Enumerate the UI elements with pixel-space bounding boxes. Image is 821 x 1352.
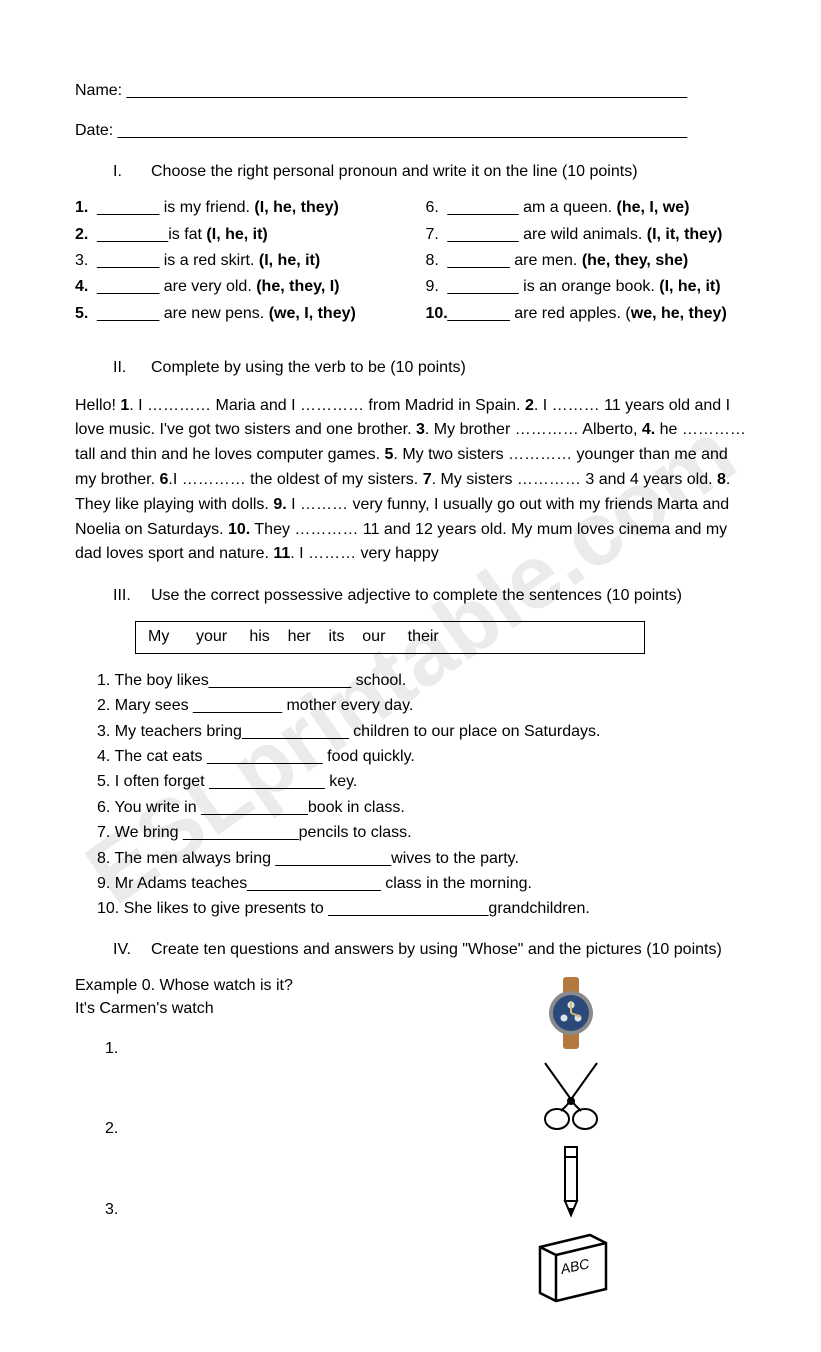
adjective-item: 9. Mr Adams teaches_______________ class… bbox=[97, 873, 746, 895]
answer-number: 2. bbox=[105, 1118, 746, 1140]
section-3-number: III. bbox=[113, 585, 151, 607]
question-number: 1. bbox=[75, 197, 97, 219]
question-options: (he, I, we) bbox=[617, 199, 690, 216]
adjective-item: 5. I often forget _____________ key. bbox=[97, 771, 746, 793]
question-line: 7.________ are wild animals. (I, it, the… bbox=[426, 224, 747, 246]
question-options: (he, they, she) bbox=[582, 252, 688, 269]
page-content: Name: __________________________________… bbox=[75, 80, 746, 1221]
adjective-box: My your his her its our their bbox=[135, 621, 645, 653]
section-4-heading: IV.Create ten questions and answers by u… bbox=[113, 939, 746, 961]
question-text: _______ are men. bbox=[448, 252, 582, 269]
blank-number: 1 bbox=[120, 397, 129, 414]
answer-number: 3. bbox=[105, 1199, 746, 1221]
question-text: _______ is a red skirt. bbox=[97, 252, 259, 269]
question-options: (I, he, it) bbox=[259, 252, 320, 269]
paragraph-text: . I ………… Maria and I ………… from Madrid in… bbox=[129, 397, 525, 414]
section-3-heading: III.Use the correct possessive adjective… bbox=[113, 585, 746, 607]
section-1-right-col: 6.________ am a queen. (he, I, we)7.____… bbox=[426, 197, 747, 329]
section-4-number: IV. bbox=[113, 939, 151, 961]
name-field: Name: __________________________________… bbox=[75, 80, 746, 102]
question-number: 6. bbox=[426, 197, 448, 219]
question-line: 3._______ is a red skirt. (I, he, it) bbox=[75, 250, 396, 272]
adjective-item: 2. Mary sees __________ mother every day… bbox=[97, 695, 746, 717]
question-options: (I, he, it) bbox=[659, 278, 720, 295]
adjective-item: 3. My teachers bring____________ childre… bbox=[97, 721, 746, 743]
question-line: 10._______ are red apples. (we, he, they… bbox=[426, 303, 747, 325]
blank-number: 11 bbox=[273, 545, 290, 562]
blank-number: 9. bbox=[273, 496, 286, 513]
question-number: 9. bbox=[426, 276, 448, 298]
question-options: (I, he, it) bbox=[206, 226, 267, 243]
question-text: _______ is my friend. bbox=[97, 199, 254, 216]
question-options: (I, it, they) bbox=[647, 226, 723, 243]
blank-number: 3 bbox=[416, 421, 425, 438]
paragraph-text: Hello! bbox=[75, 397, 120, 414]
section-1-left-col: 1._______ is my friend. (I, he, they)2._… bbox=[75, 197, 396, 329]
question-text: ________ are wild animals. bbox=[448, 226, 647, 243]
section-1-questions: 1._______ is my friend. (I, he, they)2._… bbox=[75, 197, 746, 329]
question-line: 5._______ are new pens. (we, I, they) bbox=[75, 303, 396, 325]
example-question: Example 0. Whose watch is it? bbox=[75, 975, 746, 997]
question-line: 6.________ am a queen. (he, I, we) bbox=[426, 197, 747, 219]
date-field: Date: __________________________________… bbox=[75, 120, 746, 142]
section-4-title: Create ten questions and answers by usin… bbox=[151, 941, 722, 958]
question-options: we, he, they) bbox=[631, 305, 727, 322]
section-1-heading: I.Choose the right personal pronoun and … bbox=[113, 161, 746, 183]
question-number: 5. bbox=[75, 303, 97, 325]
example-block: Example 0. Whose watch is it? It's Carme… bbox=[75, 975, 746, 1020]
section-2-title: Complete by using the verb to be (10 poi… bbox=[151, 359, 466, 376]
question-text: ________is fat bbox=[97, 226, 206, 243]
book-icon: ABC bbox=[526, 1227, 616, 1305]
question-number: 10. bbox=[426, 303, 448, 325]
section-2-heading: II.Complete by using the verb to be (10 … bbox=[113, 357, 746, 379]
question-options: (I, he, they) bbox=[254, 199, 338, 216]
question-number: 8. bbox=[426, 250, 448, 272]
question-line: 8._______ are men. (he, they, she) bbox=[426, 250, 747, 272]
question-text: _______ are red apples. ( bbox=[448, 305, 631, 322]
adjective-item: 8. The men always bring _____________wiv… bbox=[97, 848, 746, 870]
paragraph-text: . My sisters ………… 3 and 4 years old. bbox=[432, 471, 717, 488]
question-text: _______ are new pens. bbox=[97, 305, 269, 322]
pencil-icon bbox=[556, 1143, 586, 1221]
question-text: ________ is an orange book. bbox=[448, 278, 660, 295]
question-line: 1._______ is my friend. (I, he, they) bbox=[75, 197, 396, 219]
paragraph-text: .I ………… the oldest of my sisters. bbox=[168, 471, 422, 488]
section-4-body: ABC Example 0. Whose watch is it? It's C… bbox=[75, 975, 746, 1221]
adjective-item: 1. The boy likes________________ school. bbox=[97, 670, 746, 692]
question-number: 4. bbox=[75, 276, 97, 298]
answer-number: 1. bbox=[105, 1038, 746, 1060]
blank-number: 8 bbox=[717, 471, 726, 488]
paragraph-text: . I ……… very happy bbox=[290, 545, 439, 562]
question-number: 3. bbox=[75, 250, 97, 272]
blank-number: 2 bbox=[525, 397, 534, 414]
question-line: 4._______ are very old. (he, they, I) bbox=[75, 276, 396, 298]
watch-icon bbox=[541, 975, 601, 1051]
scissors-icon bbox=[527, 1057, 615, 1137]
section-1-title: Choose the right personal pronoun and wr… bbox=[151, 163, 638, 180]
question-line: 2.________is fat (I, he, it) bbox=[75, 224, 396, 246]
question-number: 7. bbox=[426, 224, 448, 246]
adjective-item: 10. She likes to give presents to ______… bbox=[97, 898, 746, 920]
section-3-items: 1. The boy likes________________ school.… bbox=[97, 670, 746, 921]
question-text: _______ are very old. bbox=[97, 278, 256, 295]
adjective-item: 6. You write in ____________book in clas… bbox=[97, 797, 746, 819]
blank-number: 7 bbox=[423, 471, 432, 488]
adjective-item: 4. The cat eats _____________ food quick… bbox=[97, 746, 746, 768]
picture-column: ABC bbox=[526, 975, 616, 1305]
section-3-title: Use the correct possessive adjective to … bbox=[151, 587, 682, 604]
blank-number: 10. bbox=[228, 521, 250, 538]
section-1-number: I. bbox=[113, 161, 151, 183]
blank-number: 4. bbox=[642, 421, 655, 438]
adjective-item: 7. We bring _____________pencils to clas… bbox=[97, 822, 746, 844]
answer-numbers: 1. 2. 3. bbox=[105, 1038, 746, 1221]
paragraph-text: . My brother ………… Alberto, bbox=[425, 421, 642, 438]
question-options: (he, they, I) bbox=[256, 278, 339, 295]
question-number: 2. bbox=[75, 224, 97, 246]
question-options: (we, I, they) bbox=[269, 305, 356, 322]
question-text: ________ am a queen. bbox=[448, 199, 617, 216]
section-2-number: II. bbox=[113, 357, 151, 379]
example-answer: It's Carmen's watch bbox=[75, 998, 746, 1020]
section-2-paragraph: Hello! 1. I ………… Maria and I ………… from M… bbox=[75, 394, 746, 568]
question-line: 9.________ is an orange book. (I, he, it… bbox=[426, 276, 747, 298]
